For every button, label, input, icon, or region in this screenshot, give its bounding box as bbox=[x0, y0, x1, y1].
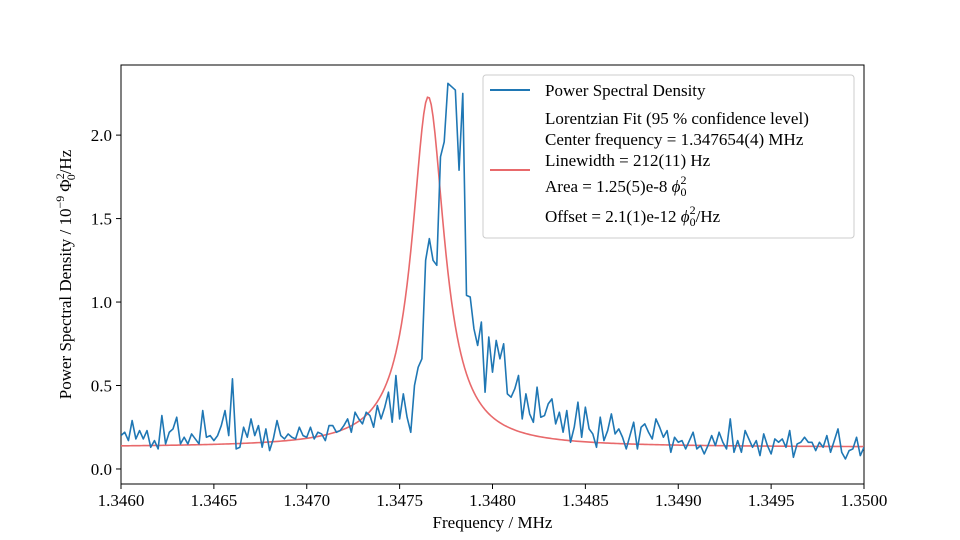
legend-entry-line: Center frequency = 1.347654(4) MHz bbox=[545, 130, 804, 149]
x-axis-ticks: 1.3460 1.3465 1.3470 1.3475 1.3480 1.3485 1.34… bbox=[98, 484, 888, 510]
y-tick-label: 1.0 bbox=[91, 293, 112, 312]
x-tick-label: 1.3460 bbox=[98, 491, 145, 510]
legend-entry-line: Area = 1.25(5)e-8 ϕ2 0 bbox=[545, 173, 686, 199]
y-axis-label: Power Spectral Density / 10−9 Φ20/Hz bbox=[53, 149, 78, 399]
x-tick-label: 1.3480 bbox=[469, 491, 516, 510]
plot-area: 1.3460 1.3465 1.3470 1.3475 1.3480 1.3485 1.34… bbox=[91, 64, 888, 510]
series-layer bbox=[121, 82, 864, 460]
legend-entry-line: Offset = 2.1(1)e-12 ϕ2 0/Hz bbox=[545, 203, 721, 229]
y-tick-label: 0.0 bbox=[91, 460, 112, 479]
y-axis-label-symbol: Φ bbox=[56, 179, 75, 191]
y-axis-ticks: 0.0 0.5 1.0 1.5 2.0 bbox=[91, 126, 121, 479]
y-tick-label: 2.0 bbox=[91, 126, 112, 145]
x-tick-label: 1.3490 bbox=[655, 491, 702, 510]
y-axis-label-prefix: Power Spectral Density / 10 bbox=[56, 209, 75, 400]
x-tick-label: 1.3465 bbox=[191, 491, 238, 510]
legend-entries: Power Spectral Density Lorentzian Fit (95… bbox=[545, 81, 809, 229]
y-tick-label: 1.5 bbox=[91, 210, 112, 229]
x-tick-label: 1.3500 bbox=[841, 491, 888, 510]
y-tick-label: 0.5 bbox=[91, 377, 112, 396]
legend-entry-line: Lorentzian Fit (95 % confidence level) bbox=[545, 109, 809, 128]
x-tick-label: 1.3485 bbox=[562, 491, 609, 510]
legend-entry-line: Power Spectral Density bbox=[545, 81, 706, 100]
y-axis-label-symbol-sup: 2 bbox=[53, 173, 67, 179]
x-tick-label: 1.3475 bbox=[376, 491, 423, 510]
legend-box bbox=[482, 74, 855, 239]
y-axis-label-suffix: /Hz bbox=[56, 149, 75, 174]
y-axis-label-exponent: −9 bbox=[53, 196, 67, 209]
x-axis-label: Frequency / MHz bbox=[433, 513, 553, 532]
y-axis-label-symbol-sub: 0 bbox=[64, 174, 78, 180]
series-psd-line bbox=[121, 82, 864, 460]
x-tick-label: 1.3470 bbox=[283, 491, 330, 510]
legend-entry-line: Linewidth = 212(11) Hz bbox=[545, 151, 711, 170]
x-tick-label: 1.3495 bbox=[748, 491, 795, 510]
legend: Power Spectral Density Lorentzian Fit (95… bbox=[482, 74, 855, 239]
